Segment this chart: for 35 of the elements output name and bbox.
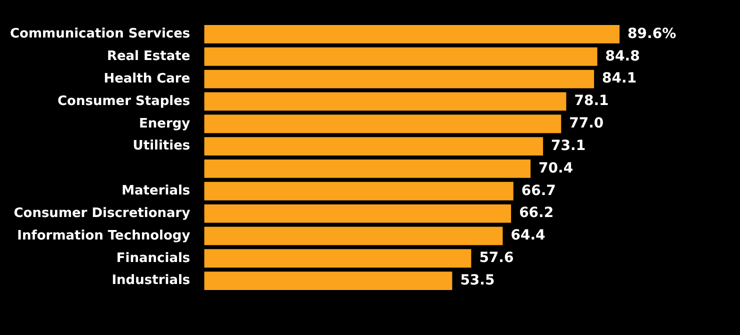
data-label: 66.7	[521, 182, 556, 199]
y-tick-label: Communication Services	[10, 26, 190, 42]
data-label: 73.1	[551, 138, 586, 154]
bar	[204, 272, 452, 290]
data-label: 78.1	[574, 93, 609, 110]
y-tick-label: Financials	[116, 250, 190, 266]
y-tick-label: Materials	[122, 184, 190, 198]
data-label: 70.4	[538, 160, 574, 176]
data-label: 77.0	[569, 116, 604, 132]
y-tick-label: Information Technology	[17, 228, 191, 244]
data-label: 57.6	[479, 250, 514, 266]
data-label: 53.5	[460, 272, 495, 288]
y-tick-label: Utilities	[132, 138, 190, 154]
bar	[204, 204, 512, 223]
y-tick-label: Real Estate	[106, 49, 190, 64]
data-label: 84.1	[602, 70, 637, 87]
data-label: 89.6%	[628, 26, 676, 42]
bar	[204, 47, 598, 66]
y-tick-label: Industrials	[112, 273, 190, 288]
bar	[204, 182, 514, 200]
data-label: 66.2	[519, 205, 554, 222]
bar	[204, 92, 566, 111]
data-label: 64.4	[510, 228, 546, 244]
bar	[204, 70, 594, 88]
bar	[204, 249, 472, 268]
y-tick-label: Consumer Staples	[57, 94, 190, 109]
y-tick-label: Health Care	[104, 71, 190, 86]
bar	[204, 114, 562, 134]
bar	[204, 160, 531, 178]
data-label: 84.8	[605, 48, 640, 64]
y-tick-label: Consumer Discretionary	[14, 206, 191, 221]
bar	[204, 25, 620, 44]
bar	[204, 137, 544, 156]
y-tick-label: Energy	[139, 116, 191, 132]
bar	[204, 226, 503, 246]
